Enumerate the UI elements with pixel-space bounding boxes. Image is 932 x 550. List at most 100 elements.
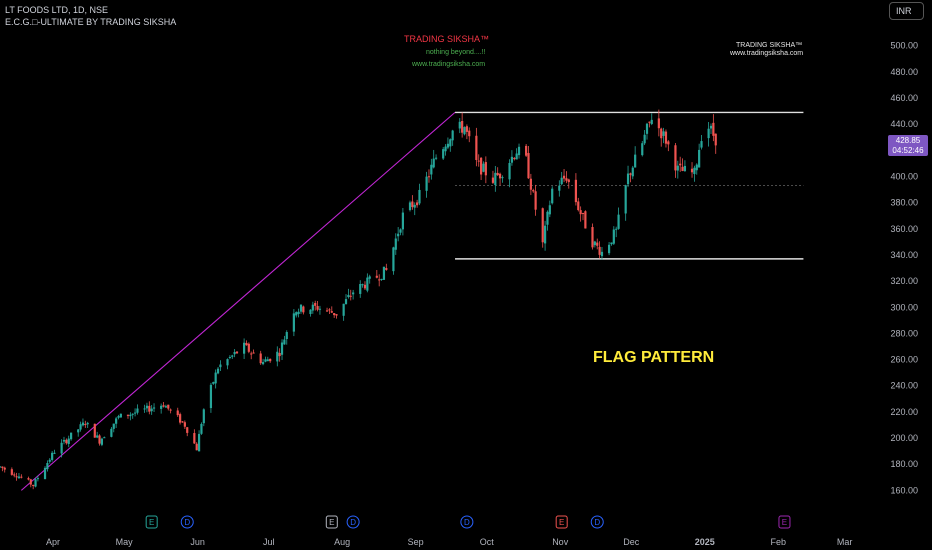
earnings-marker[interactable]: E <box>145 515 158 529</box>
candle-body <box>674 145 677 171</box>
candle-body <box>160 405 163 409</box>
candle-body <box>250 353 253 355</box>
candle-body <box>418 189 421 204</box>
candle-body <box>316 305 319 310</box>
candle-body <box>133 412 137 414</box>
candle-body <box>449 139 452 147</box>
y-tick-label: 220.00 <box>890 407 918 417</box>
candle-body <box>560 177 563 185</box>
event-marker-label: D <box>184 518 190 527</box>
candle-body <box>27 478 30 480</box>
candle-body <box>442 149 445 159</box>
candle-body <box>548 205 551 215</box>
candle-body <box>679 163 682 166</box>
y-tick-label: 160.00 <box>890 485 918 495</box>
event-marker-label: D <box>464 518 470 527</box>
candle-body <box>408 202 412 211</box>
candle-body <box>510 156 514 163</box>
x-tick-label: Dec <box>623 537 640 547</box>
candle-body <box>432 158 435 168</box>
candle-body <box>148 405 151 412</box>
candle-body <box>344 299 348 305</box>
candle-body <box>496 172 499 176</box>
candle-body <box>527 153 530 179</box>
candle-body <box>581 212 585 214</box>
candle-body <box>212 382 215 384</box>
candle-body <box>309 309 312 314</box>
earnings-marker[interactable]: E <box>778 515 791 529</box>
candle-body <box>235 351 239 354</box>
candle-body <box>32 484 35 486</box>
candle-body <box>375 275 378 278</box>
candle-body <box>458 121 461 129</box>
currency-button[interactable]: INR <box>889 2 924 20</box>
candle-body <box>152 407 156 409</box>
candle-body <box>193 433 196 444</box>
watermark-title: TRADING SIKSHA™ <box>404 34 490 44</box>
dividend-marker-circle <box>590 515 604 529</box>
candle-body <box>216 368 220 374</box>
candle-body <box>427 176 431 178</box>
candle-body <box>252 352 255 354</box>
dividend-marker[interactable]: D <box>590 515 604 529</box>
candle-body <box>645 123 649 134</box>
candle-body <box>416 202 419 206</box>
candle-body <box>79 424 82 430</box>
candle-body <box>690 168 694 173</box>
candle-body <box>115 418 118 424</box>
symbol-title: LT FOODS LTD, 1D, NSE <box>5 5 109 15</box>
candle-body <box>475 135 478 161</box>
event-marker-label: E <box>559 518 564 527</box>
earnings-marker[interactable]: E <box>555 515 568 529</box>
candle-body <box>335 314 338 316</box>
candle-body <box>214 372 217 384</box>
candle-body <box>136 408 139 413</box>
candle-body <box>1 466 4 468</box>
last-price-tag: 428.85 04:52:46 <box>888 135 928 156</box>
candle-body <box>513 158 516 160</box>
candle-body <box>349 295 352 297</box>
dividend-marker[interactable]: D <box>346 515 360 529</box>
candle-body <box>176 410 179 416</box>
watermark-url: www.tradingsiksha.com <box>412 61 486 68</box>
candle-body <box>243 342 246 354</box>
candle-body <box>65 439 68 444</box>
candle-body <box>508 162 511 180</box>
x-tick-label: Jul <box>263 537 275 547</box>
watermark-tagline: nothing beyond....!! <box>426 49 486 56</box>
candle-body <box>197 433 201 452</box>
candle-body <box>363 284 367 289</box>
dividend-marker[interactable]: D <box>180 515 194 529</box>
candle-body <box>0 466 2 468</box>
candle-body <box>183 422 186 427</box>
candle-body <box>77 429 80 433</box>
dividend-marker[interactable]: D <box>460 515 474 529</box>
candle-body <box>67 438 70 444</box>
candle-body <box>48 459 51 462</box>
earnings-marker[interactable]: E <box>325 515 338 529</box>
candle-body <box>202 409 205 424</box>
x-tick-label: Nov <box>552 537 569 547</box>
candle-body <box>430 164 433 175</box>
candle-body <box>164 406 167 408</box>
candle-body <box>143 408 146 410</box>
candle-body <box>84 423 87 425</box>
event-marker-label: D <box>350 518 356 527</box>
candle-body <box>498 173 502 179</box>
candle-body <box>600 251 604 257</box>
candle-body <box>541 208 544 243</box>
candle-body <box>53 452 56 454</box>
candle-body <box>591 227 594 248</box>
candle-body <box>179 414 182 423</box>
candle-body <box>562 175 566 179</box>
candle-body <box>269 358 272 362</box>
candle-body <box>150 408 153 412</box>
candle-body <box>285 332 288 340</box>
candle-body <box>162 405 165 407</box>
candle-body <box>311 304 314 311</box>
candle-body <box>529 178 532 190</box>
y-tick-label: 180.00 <box>890 459 918 469</box>
candle-body <box>643 134 646 144</box>
y-tick-label: 440.00 <box>890 119 918 129</box>
